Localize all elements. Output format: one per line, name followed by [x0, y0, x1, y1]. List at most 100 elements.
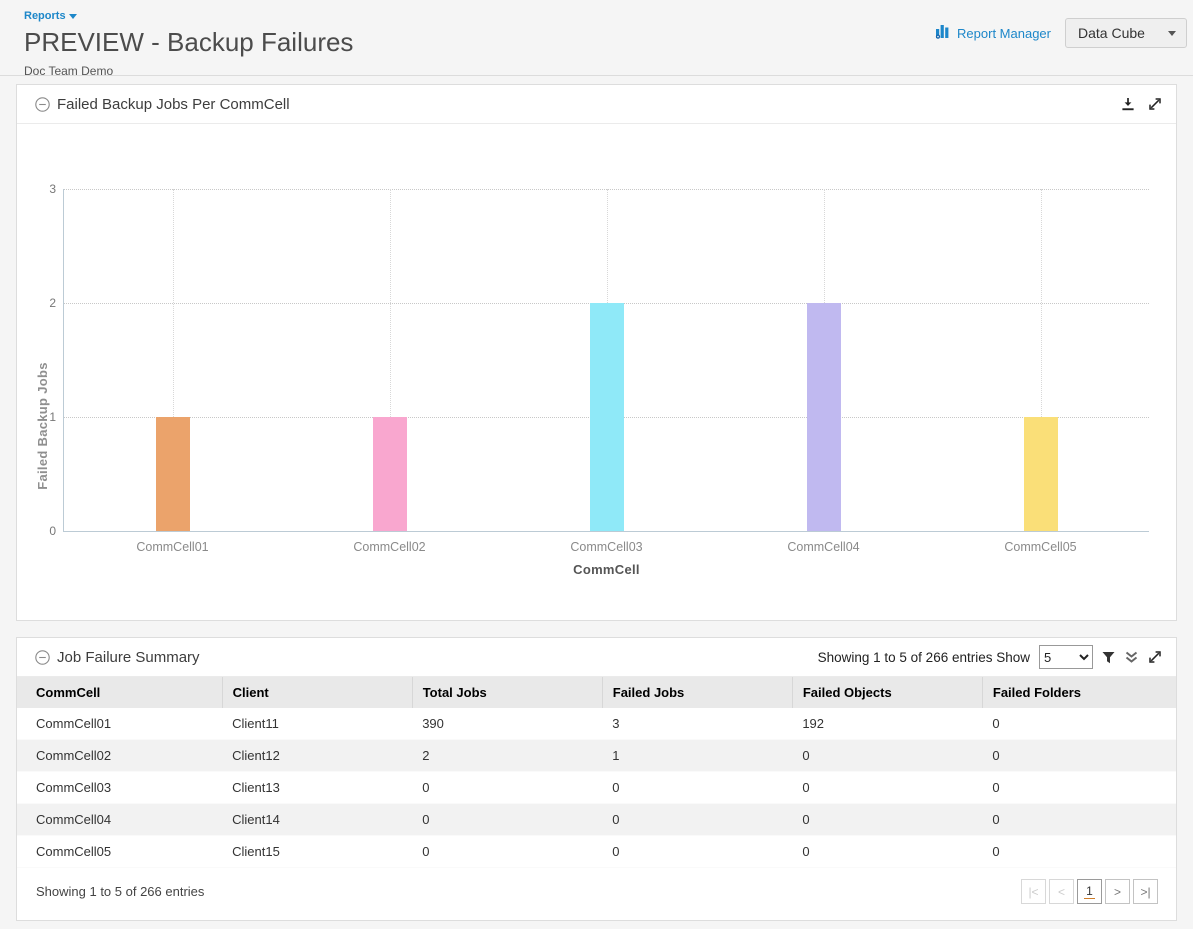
chevron-down-icon	[68, 14, 77, 19]
bar-commcell02[interactable]	[372, 417, 407, 531]
next-page-button[interactable]: >	[1105, 879, 1130, 904]
table-cell: 192	[802, 716, 825, 731]
table-header-row: CommCell Client Total Jobs Failed Jobs Faile…	[17, 677, 1176, 708]
table-cell: 0	[802, 780, 810, 795]
y-tick-label: 0	[49, 524, 56, 538]
chart-body: Failed Backup Jobs CommCell 0 1 2 3 CommCell…	[17, 182, 1176, 686]
table-cell: 0	[992, 844, 1000, 859]
table-cell: Client14	[232, 812, 280, 827]
x-tick-label: CommCell05	[1004, 540, 1077, 554]
vertical-gridline	[389, 189, 391, 531]
table-row: CommCell04 Client14 0 0 0 0	[17, 803, 1176, 836]
bar-commcell03[interactable]	[589, 303, 624, 531]
filter-icon[interactable]	[1102, 651, 1115, 664]
table-cell: 0	[802, 748, 810, 763]
pagination: |< < 1 > >|	[1021, 879, 1158, 904]
page-header: Reports PREVIEW - Backup Failures Doc Te…	[0, 0, 1193, 78]
page-size-select[interactable]: 5	[1039, 645, 1093, 669]
showing-entries-text: Showing 1 to 5 of 266 entries Show	[817, 649, 1030, 665]
table-body: CommCell01 Client11 390 3 192 0 CommCell02 Clie…	[17, 708, 1176, 868]
table-cell: 0	[992, 780, 1000, 795]
table-panel-title: Job Failure Summary	[57, 648, 200, 666]
y-tick-label: 1	[49, 410, 56, 424]
table-row: CommCell05 Client15 0 0 0 0	[17, 835, 1176, 868]
job-failure-table: CommCell Client Total Jobs Failed Jobs Faile…	[17, 677, 1176, 868]
table-cell: 2	[422, 748, 430, 763]
chart-panel-header: Failed Backup Jobs Per CommCell	[17, 85, 1176, 124]
collapse-icon[interactable]	[35, 649, 50, 665]
table-cell: CommCell02	[36, 748, 112, 763]
current-page-number: 1	[1084, 884, 1095, 899]
bar-commcell01[interactable]	[155, 417, 190, 531]
table-cell: 0	[422, 844, 430, 859]
page-subtitle: Doc Team Demo	[24, 64, 114, 78]
x-tick-label: CommCell04	[787, 540, 860, 554]
table-cell: 1	[612, 748, 620, 763]
vertical-gridline	[1040, 189, 1042, 531]
table-cell: Client11	[232, 716, 279, 731]
table-cell: 390	[422, 716, 444, 731]
x-tick-label: CommCell01	[136, 540, 209, 554]
table-cell: 0	[992, 716, 1000, 731]
column-header-failed-folders[interactable]: Failed Folders	[981, 677, 1176, 708]
table-cell: Client12	[232, 748, 280, 763]
table-cell: Client13	[232, 780, 280, 795]
column-header-client[interactable]: Client	[221, 677, 413, 708]
column-header-failed-objects[interactable]: Failed Objects	[791, 677, 983, 708]
breadcrumb-label: Reports	[24, 10, 66, 22]
expand-icon[interactable]	[1148, 650, 1162, 664]
collapse-icon[interactable]	[35, 96, 50, 112]
table-footer: Showing 1 to 5 of 266 entries |< < 1 > >…	[17, 868, 1176, 920]
chart-panel-title: Failed Backup Jobs Per CommCell	[57, 95, 290, 113]
table-panel-header: Job Failure Summary Showing 1 to 5 of 26…	[17, 638, 1176, 677]
table-row: CommCell02 Client12 2 1 0 0	[17, 739, 1176, 772]
table-cell: 0	[422, 780, 430, 795]
y-axis-title: Failed Backup Jobs	[35, 362, 50, 490]
y-tick-label: 3	[49, 182, 56, 196]
data-cube-dropdown[interactable]: Data Cube	[1065, 18, 1187, 48]
breadcrumb-reports[interactable]: Reports	[24, 10, 77, 22]
vertical-gridline	[172, 189, 174, 531]
chart-plot: CommCell 0 1 2 3 CommCell01 CommCell02 CommCel…	[49, 182, 1149, 577]
last-page-button[interactable]: >|	[1133, 879, 1158, 904]
column-header-failed-jobs[interactable]: Failed Jobs	[601, 677, 793, 708]
x-axis-title: CommCell	[573, 562, 640, 577]
y-tick-label: 2	[49, 296, 56, 310]
table-cell: CommCell05	[36, 844, 112, 859]
table-cell: CommCell03	[36, 780, 112, 795]
column-header-total-jobs[interactable]: Total Jobs	[411, 677, 603, 708]
current-page-button[interactable]: 1	[1077, 879, 1102, 904]
chevron-down-icon	[1168, 30, 1176, 36]
download-icon[interactable]	[1121, 97, 1135, 111]
footer-entries-text: Showing 1 to 5 of 266 entries	[36, 884, 205, 899]
header-actions: Report Manager Data Cube	[935, 18, 1187, 48]
table-cell: 0	[422, 812, 430, 827]
table-cell: 0	[612, 780, 620, 795]
table-cell: Client15	[232, 844, 280, 859]
prev-page-button[interactable]: <	[1049, 879, 1074, 904]
chart-panel: Failed Backup Jobs Per CommCell Failed B…	[16, 84, 1177, 621]
bar-commcell04[interactable]	[806, 303, 841, 531]
column-header-commcell[interactable]: CommCell	[17, 677, 223, 708]
table-cell: 0	[992, 748, 1000, 763]
first-page-button[interactable]: |<	[1021, 879, 1046, 904]
table-cell: 0	[612, 844, 620, 859]
table-cell: 0	[612, 812, 620, 827]
table-cell: 0	[992, 812, 1000, 827]
bar-commcell05[interactable]	[1023, 417, 1058, 531]
report-manager-label: Report Manager	[957, 25, 1051, 41]
double-chevron-down-icon[interactable]	[1124, 651, 1139, 664]
bar-chart-icon	[935, 24, 951, 42]
table-row: CommCell01 Client11 390 3 192 0	[17, 708, 1176, 740]
x-tick-label: CommCell03	[570, 540, 643, 554]
x-tick-label: CommCell02	[353, 540, 426, 554]
data-cube-label: Data Cube	[1078, 25, 1145, 41]
table-cell: CommCell01	[36, 716, 112, 731]
table-panel: Job Failure Summary Showing 1 to 5 of 26…	[16, 637, 1177, 921]
expand-icon[interactable]	[1148, 97, 1162, 111]
table-row: CommCell03 Client13 0 0 0 0	[17, 771, 1176, 804]
table-cell: 0	[802, 844, 810, 859]
table-cell: 0	[802, 812, 810, 827]
report-manager-link[interactable]: Report Manager	[935, 24, 1051, 42]
table-cell: CommCell04	[36, 812, 112, 827]
